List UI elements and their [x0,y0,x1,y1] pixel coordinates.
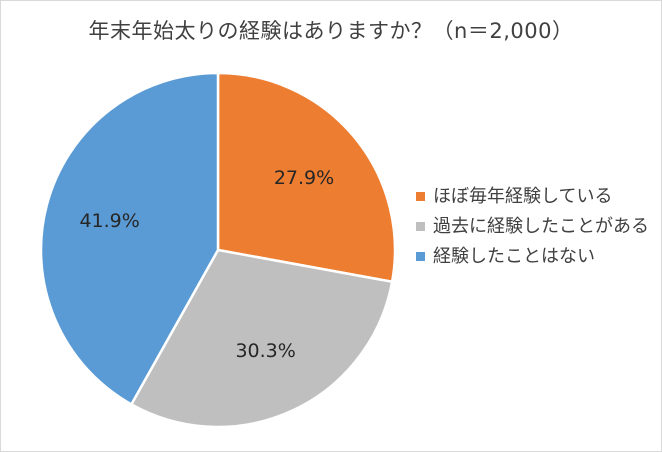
chart-title: 年末年始太りの経験はありますか？（n＝2,000） [88,19,574,43]
legend-label-1: ほぼ毎年経験している [433,186,613,207]
data-label-2: 30.3% [235,340,295,362]
legend-label-3: 経験したことはない [433,246,595,267]
legend-item-3: 経験したことはない [416,243,656,270]
pie-slice-3 [39,71,220,406]
pie-slice-1 [216,71,397,284]
legend-swatch-2 [416,222,425,231]
data-label-3: 41.9% [79,210,139,232]
legend-item-1: ほぼ毎年経験している [416,183,656,210]
legend-swatch-3 [416,252,425,261]
data-label-1: 27.9% [274,167,334,189]
legend-swatch-1 [416,192,425,201]
legend: ほぼ毎年経験している過去に経験したことがある 経験したことはない [416,183,656,273]
pie-slice-2 [130,248,394,429]
legend-item-2: 過去に経験したことがある [416,213,656,240]
legend-label-2: 過去に経験したことがある [433,216,649,237]
